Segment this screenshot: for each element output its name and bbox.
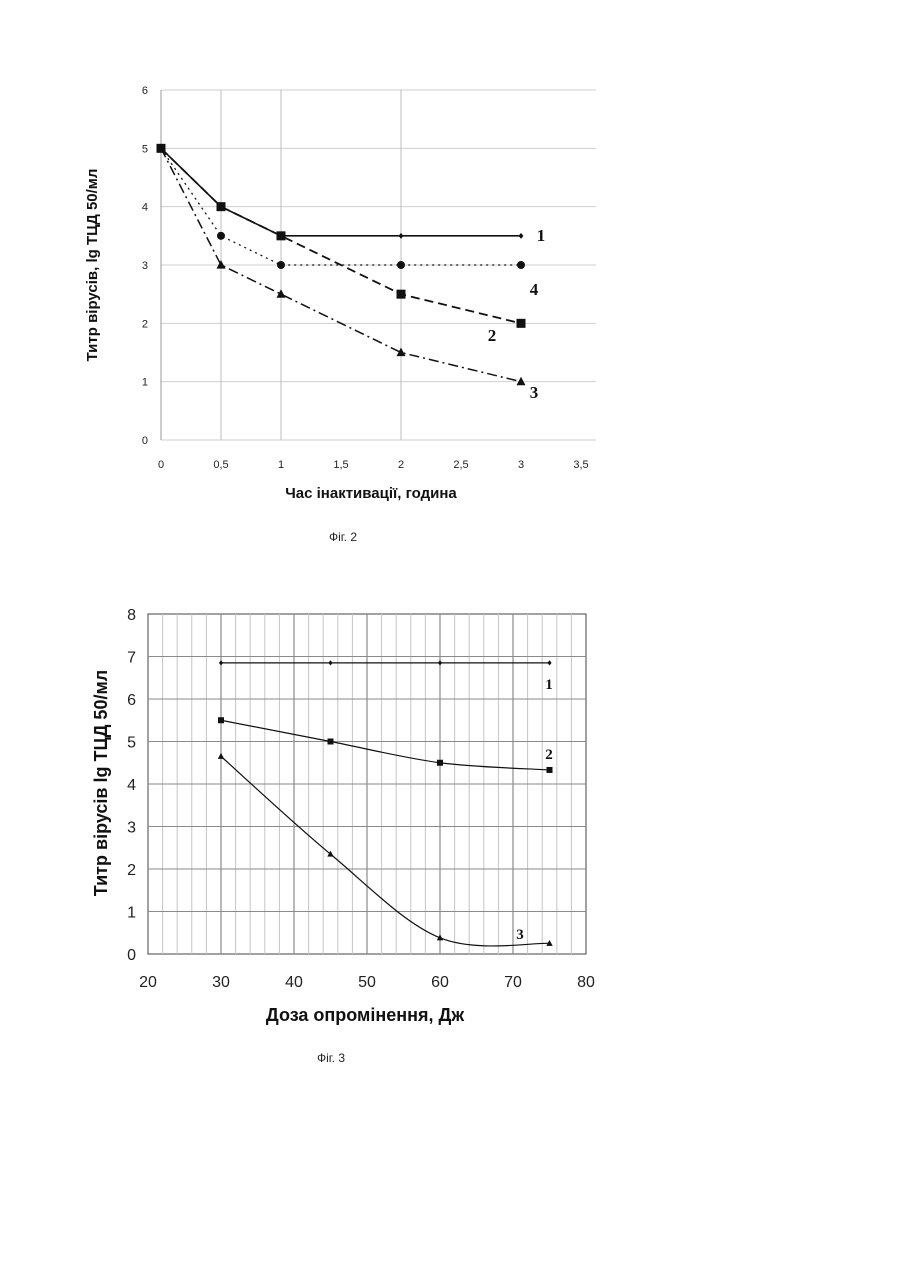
figure-3-point-series-2: [547, 767, 553, 773]
figure-2-y-tick-label: 3: [142, 260, 148, 272]
figure-3-series-labels: 1 2 3: [516, 677, 553, 943]
figure-3-y-tick-label: 6: [127, 692, 136, 709]
figure-2-x-ticks: 0 0,5 1 1,5 2 2,5 3 3,5: [158, 459, 589, 471]
figure-3-point-series-1: [219, 660, 223, 665]
figure-3-series-line-2: [221, 720, 550, 770]
figure-3-series-label-2: 2: [545, 747, 553, 763]
figure-2-x-tick-label: 0,5: [213, 459, 228, 471]
figure-2-point-series-3: [277, 289, 286, 298]
figure-3-y-tick-label: 4: [127, 777, 136, 794]
figure-2-series-label-2: 2: [488, 326, 497, 345]
figure-3-point-series-1: [328, 660, 332, 665]
figure-3-y-ticks: 0 1 2 3 4 5 6 7 8: [127, 607, 136, 964]
figure-3-x-tick-label: 60: [431, 974, 449, 991]
figure-3-point-series-2: [328, 739, 334, 745]
figure-3-y-tick-label: 1: [127, 905, 136, 922]
figure-2-caption: Фіг. 2: [329, 530, 357, 544]
figure-2-point-series-3: [397, 348, 406, 357]
figure-3-x-tick-label: 70: [504, 974, 522, 991]
figure-2-y-tick-label: 5: [142, 143, 148, 155]
figure-3-x-tick-label: 30: [212, 974, 230, 991]
figure-2-point-series-4: [517, 261, 525, 269]
figure-2-series-label-3: 3: [530, 383, 539, 402]
figure-3-x-axis-label: Доза опромінення, Дж: [266, 1005, 464, 1025]
figure-2-x-tick-label: 0: [158, 459, 164, 471]
figure-2-point-series-3: [217, 260, 226, 269]
figure-3-caption: Фіг. 3: [317, 1051, 345, 1065]
figure-2-point-series-4: [277, 261, 285, 269]
figure-2-series-line-1: [161, 148, 521, 236]
figure-3-point-series-2: [218, 717, 224, 723]
figure-2-x-axis-label: Час інактивації, година: [285, 485, 457, 502]
figure-2-point-series-4: [157, 144, 165, 152]
figure-2-x-tick-label: 3,5: [573, 459, 588, 471]
figure-2-point-series-3: [517, 377, 526, 386]
figure-3-chart: 20 30 40 50 60 70 80 0 1 2 3 4 5 6 7 8 1 2 3 Доза опромі…: [91, 607, 595, 1065]
figure-3-x-tick-label: 40: [285, 974, 303, 991]
figure-3-point-series-2: [437, 760, 443, 766]
figure-2-chart: 0 0,5 1 1,5 2 2,5 3 3,5 0 1 2 3 4 5 6 1 2 3 4 Час інакти…: [84, 85, 596, 544]
figure-3-y-tick-label: 0: [127, 947, 136, 964]
figure-3-y-tick-label: 7: [127, 650, 136, 667]
figure-2-y-tick-label: 0: [142, 435, 148, 447]
figure-2-y-tick-label: 4: [142, 202, 148, 214]
figure-3-x-ticks: 20 30 40 50 60 70 80: [139, 974, 595, 991]
figure-2-y-axis-label: Титр вірусів, lg ТЦД 50/мл: [84, 169, 101, 362]
figure-2-x-tick-label: 1,5: [333, 459, 348, 471]
figure-3-gridlines: [148, 614, 586, 954]
figure-3-series-label-3: 3: [516, 927, 524, 943]
figure-2-series-label-1: 1: [537, 226, 546, 245]
figure-2-point-series-2: [517, 319, 526, 328]
figure-3-x-tick-label: 20: [139, 974, 157, 991]
figure-3-series: [221, 663, 550, 946]
figure-3-x-tick-label: 80: [577, 974, 595, 991]
figure-2-x-tick-label: 3: [518, 459, 524, 471]
figure-2-x-tick-label: 2: [398, 459, 404, 471]
figure-2-point-series-4: [217, 232, 225, 240]
figure-3-series-label-1: 1: [545, 677, 553, 693]
figure-2-x-tick-label: 2,5: [453, 459, 468, 471]
figure-3-y-tick-label: 2: [127, 862, 136, 879]
figure-2-y-tick-label: 1: [142, 377, 148, 389]
figure-2-series-label-4: 4: [530, 280, 539, 299]
figure-2-y-tick-label: 2: [142, 318, 148, 330]
figure-3-y-tick-label: 5: [127, 735, 136, 752]
figure-2-point-series-2: [397, 290, 406, 299]
figure-2-point-series-1: [519, 233, 524, 239]
figure-2-point-series-1: [399, 233, 404, 239]
figure-2-y-ticks: 0 1 2 3 4 5 6: [142, 85, 148, 447]
figure-3-y-tick-label: 3: [127, 820, 136, 837]
figure-3-x-tick-label: 50: [358, 974, 376, 991]
figure-2-point-series-2: [277, 231, 286, 240]
figure-3-markers: [218, 660, 553, 946]
figure-3-y-tick-label: 8: [127, 607, 136, 624]
figure-2-y-tick-label: 6: [142, 85, 148, 97]
figure-3-point-series-1: [438, 660, 442, 665]
figure-3-point-series-3: [218, 753, 224, 759]
figure-3-y-axis-label: Титр вірусів lg ТЦД 50/мл: [91, 670, 111, 896]
figure-2-point-series-4: [397, 261, 405, 269]
figure-3-point-series-1: [547, 660, 551, 665]
figure-3-series-line-3: [221, 756, 550, 946]
figure-2-x-tick-label: 1: [278, 459, 284, 471]
figure-2-point-series-2: [217, 202, 226, 211]
